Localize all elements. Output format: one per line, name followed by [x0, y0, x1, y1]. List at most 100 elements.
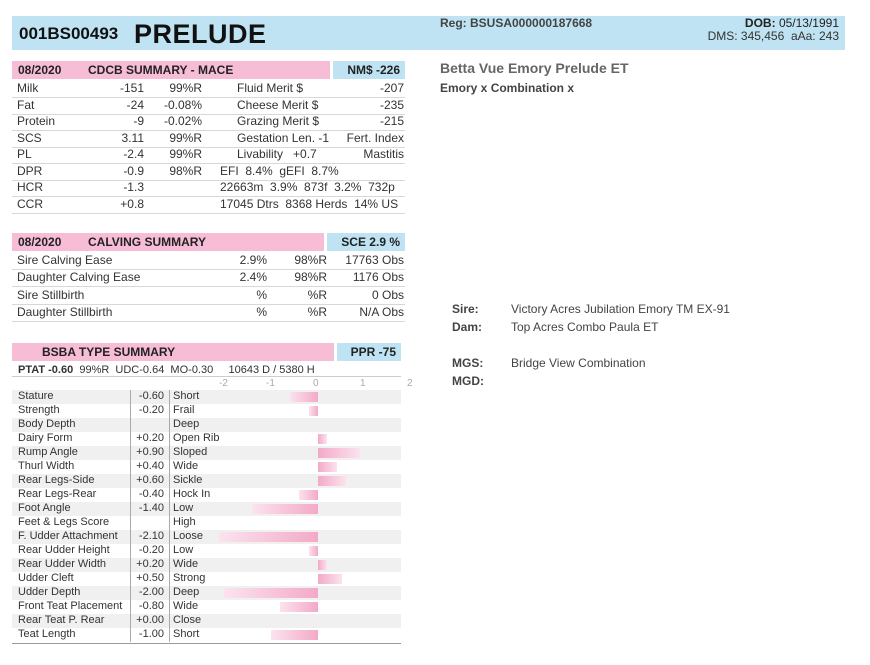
type-row: Feet & Legs Score High [12, 516, 401, 530]
type-row: Rear Udder Height -0.20 Low [12, 544, 401, 558]
column-divider [169, 628, 170, 642]
calving-obs: 1176 Obs [352, 270, 404, 285]
secondary-value: -207 [379, 81, 404, 95]
type-bar [299, 490, 318, 500]
type-value: -2.10 [138, 530, 164, 542]
type-row: Udder Depth -2.00 Deep [12, 586, 401, 600]
trait-value: -24 [126, 97, 144, 112]
column-divider [130, 572, 131, 586]
type-trait: Rear Legs-Rear [18, 488, 97, 500]
cdcb-title: CDCB SUMMARY - MACE [88, 63, 234, 77]
column-divider [169, 460, 170, 474]
column-divider [130, 488, 131, 502]
cdcb-row: Milk -151 99%R Fluid Merit $ -207 [12, 80, 405, 98]
trait-name: DPR [17, 163, 43, 178]
registered-name: Betta Vue Emory Prelude ET [440, 60, 629, 76]
trait-name: SCS [17, 130, 42, 145]
trait-reliability: 99%R [169, 147, 202, 161]
type-trait: F. Udder Attachment [18, 530, 118, 542]
type-value: -0.20 [138, 544, 164, 556]
cdcb-row: CCR +0.8 17045 Dtrs 8368 Herds 14% US [12, 196, 405, 214]
calving-title: CALVING SUMMARY [88, 235, 206, 249]
axis-tick-label: 1 [360, 378, 366, 389]
trait-reliability: 98%R [169, 163, 202, 178]
calving-rel: %R [307, 304, 327, 319]
column-divider [169, 502, 170, 516]
trait-reliability: 99%R [169, 130, 202, 145]
type-descriptor: Low [173, 502, 194, 514]
trait-reliability: 99%R [169, 81, 202, 95]
type-descriptor: Short [173, 390, 200, 402]
type-descriptor: Short [173, 628, 200, 640]
trait-reliability: -0.02% [163, 114, 202, 128]
type-descriptor: Wide [173, 460, 199, 472]
mgd-label: MGD: [452, 374, 484, 388]
type-stats: 99%R UDC-0.64 MO-0.30 10643 D / 5380 H [79, 364, 315, 376]
calving-pct: 2.9% [239, 253, 267, 267]
column-divider [169, 544, 170, 558]
sire-label: Sire: [452, 302, 479, 316]
cdcb-row: HCR -1.3 22663m 3.9% 873f 3.2% 732p [12, 179, 405, 197]
column-divider [169, 488, 170, 502]
type-trait: Stature [18, 390, 54, 402]
type-trait: Foot Angle [18, 502, 71, 514]
type-trait: Rear Legs-Side [18, 474, 95, 486]
type-descriptor: Strong [173, 572, 206, 584]
type-bar [224, 588, 318, 598]
type-descriptor: Deep [173, 418, 200, 430]
type-trait: Rear Teat P. Rear [18, 614, 105, 626]
type-descriptor: Close [173, 614, 202, 626]
type-header: BSBA TYPE SUMMARY [12, 343, 334, 361]
calving-pct: % [256, 304, 267, 319]
secondary-trait: Livability +0.7 [237, 147, 317, 161]
dam-name: Top Acres Combo Paula ET [511, 320, 659, 334]
calving-rel: 98%R [294, 270, 327, 285]
sce-value: SCE 2.9 % [341, 235, 400, 249]
type-row: Rear Teat P. Rear +0.00 Close [12, 614, 401, 628]
type-bar [280, 602, 318, 612]
type-trait: Body Depth [18, 418, 76, 430]
cdcb-header: 08/2020 CDCB SUMMARY - MACE [12, 61, 330, 79]
type-bar [318, 434, 328, 444]
type-value: -0.80 [138, 600, 164, 612]
aaa-value: aAa: 243 [790, 29, 839, 43]
column-divider [130, 586, 131, 600]
type-bar [308, 406, 318, 416]
trait-name: CCR [17, 196, 43, 211]
trait-name: Fat [17, 97, 35, 112]
cdcb-row: DPR -0.9 98%R EFI 8.4% gEFI 8.7% [12, 163, 405, 181]
secondary-value: -235 [379, 97, 404, 112]
type-bar [318, 462, 337, 472]
calving-obs: N/A Obs [359, 304, 404, 319]
type-descriptor: Low [173, 544, 194, 556]
calving-row: Sire Calving Ease 2.9% 98%R 17763 Obs [12, 252, 405, 270]
column-divider [130, 390, 131, 404]
type-value: -0.60 [138, 390, 164, 402]
type-axis: -2 -1 0 1 2 [0, 378, 870, 390]
type-value: +0.90 [136, 446, 164, 458]
ppr-badge: PPR -75 [337, 343, 401, 361]
secondary-trait: 17045 Dtrs 8368 Herds 14% US [220, 196, 399, 211]
calving-trait: Daughter Stillbirth [17, 304, 113, 319]
type-row: Rear Legs-Rear -0.40 Hock In [12, 488, 401, 502]
column-divider [130, 502, 131, 516]
type-row: Teat Length -1.00 Short [12, 628, 401, 642]
cdcb-row: Fat -24 -0.08% Cheese Merit $ -235 [12, 97, 405, 115]
type-bar [271, 630, 318, 640]
ptat-value: PTAT -0.60 [18, 364, 74, 376]
type-bar [252, 504, 318, 514]
type-bar [219, 532, 318, 542]
secondary-value: Fert. Index [346, 130, 404, 145]
calving-rel: %R [307, 287, 327, 302]
type-value: -1.40 [138, 502, 164, 514]
type-value: +0.40 [136, 460, 164, 472]
type-bar [318, 574, 342, 584]
secondary-trait: EFI 8.4% gEFI 8.7% [220, 163, 339, 178]
cdcb-row: SCS 3.11 99%R Gestation Len. -1 Fert. Index [12, 130, 405, 148]
column-divider [169, 418, 170, 432]
column-divider [130, 474, 131, 488]
sire-name: Victory Acres Jubilation Emory TM EX-91 [511, 302, 730, 316]
calving-row: Daughter Stillbirth% %R N/A Obs [12, 304, 405, 322]
type-row: Rear Udder Width +0.20 Wide [12, 558, 401, 572]
type-trait: Teat Length [18, 628, 76, 640]
